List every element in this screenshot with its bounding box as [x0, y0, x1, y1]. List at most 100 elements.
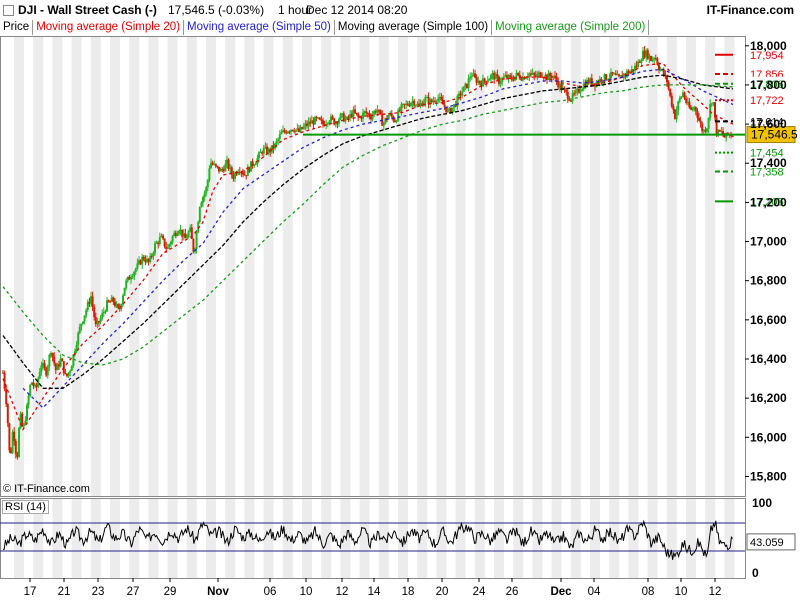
candle-body [342, 113, 345, 122]
session-band [206, 36, 216, 496]
candle-body [605, 74, 608, 80]
candle-body [362, 112, 364, 119]
candle-body [464, 83, 467, 87]
candle-body [315, 117, 318, 119]
candle-body [539, 72, 542, 77]
session-bands [0, 36, 746, 579]
candle-body [304, 123, 307, 127]
candle-body [101, 313, 104, 319]
y-tick-label: 17,800 [750, 78, 787, 92]
x-tick-label: 26 [506, 586, 519, 598]
candle-body [704, 129, 707, 132]
candle-body [347, 116, 350, 119]
candle-body [21, 413, 24, 427]
session-band [302, 36, 312, 496]
session-band [513, 36, 524, 496]
candle-body [488, 79, 491, 81]
candle-body [208, 168, 211, 181]
candle-body [174, 232, 177, 236]
candle-body [157, 242, 160, 245]
candle-body [674, 109, 676, 120]
candle-body [160, 235, 163, 238]
x-tick-label: 21 [58, 586, 71, 598]
candle-body [512, 79, 515, 81]
candle-body [355, 112, 358, 114]
ma100-line [2, 74, 734, 389]
candle-body [149, 255, 152, 263]
candle-body [75, 344, 78, 352]
candle-body [662, 69, 665, 76]
candle-body [291, 129, 294, 131]
candle-body [69, 370, 72, 373]
legend-ma50[interactable]: Moving average (Simple 50) [184, 20, 335, 35]
candle-body [99, 318, 102, 323]
candle-body [683, 92, 686, 99]
candle-body [536, 73, 539, 77]
candle-body [427, 96, 430, 105]
candle-body [640, 60, 643, 63]
rsi-session-band [186, 498, 197, 578]
candle-body [350, 113, 353, 118]
candle-body [462, 86, 465, 92]
rsi-session-band [513, 498, 524, 578]
level-bg [747, 194, 787, 209]
candle-body [102, 311, 105, 314]
candle-body [504, 75, 507, 77]
candle-body [453, 104, 456, 108]
candle-body [18, 428, 20, 457]
rsi-session-band [436, 498, 447, 578]
candle-body [142, 256, 145, 260]
indicator-legend: Price Moving average (Simple 20) Moving av… [0, 20, 650, 36]
candle-body [472, 73, 475, 77]
candle-body [549, 73, 552, 77]
legend-ma20[interactable]: Moving average (Simple 20) [33, 20, 185, 35]
candle-body [352, 109, 355, 118]
candle-body [58, 364, 60, 367]
candle-body [443, 104, 446, 107]
candle-body [486, 80, 489, 83]
candle-body [435, 100, 438, 102]
candle-body [598, 78, 601, 83]
candle-body [365, 111, 368, 114]
candle-body [390, 113, 393, 117]
candle-body [339, 113, 342, 120]
candle-body [664, 75, 667, 77]
rsi-session-band [71, 498, 82, 578]
candle-body [306, 123, 308, 126]
session-band [417, 36, 428, 496]
candle-body [354, 109, 356, 113]
candle-body [560, 83, 563, 91]
candle-body [294, 129, 297, 132]
session-band [340, 36, 351, 496]
candle-body [718, 129, 721, 132]
candle-body [10, 450, 12, 454]
candle-body [650, 55, 652, 61]
chart-header: DJI - Wall Street Cash (-) 17,546.5 (-0.… [0, 0, 800, 20]
rsi-session-band [666, 498, 677, 578]
candle-body [53, 356, 56, 364]
datetime: Dec 12 2014 08:20 [306, 3, 408, 17]
legend-ma100[interactable]: Moving average (Simple 100) [334, 20, 493, 35]
legend-ma200[interactable]: Moving average (Simple 200) [492, 20, 650, 35]
candle-body [78, 326, 81, 333]
x-tick-label: 27 [127, 586, 140, 598]
candle-body [517, 72, 520, 75]
candle-body [475, 77, 478, 83]
legend-price[interactable]: Price [0, 20, 34, 35]
session-band [282, 36, 293, 496]
candle-body [210, 162, 212, 169]
candle-body [538, 72, 540, 74]
candle-body [611, 71, 614, 74]
level-label: 17,614 [750, 116, 784, 128]
candle-body [318, 117, 321, 120]
candle-body [386, 118, 388, 120]
current-price-label: 17,546.5 [751, 128, 798, 142]
rsi-session-band [359, 498, 370, 578]
x-tick-label: 18 [402, 586, 415, 598]
session-band [705, 36, 716, 496]
candle-body [682, 92, 684, 97]
session-band [455, 36, 466, 496]
rsi-session-band [628, 498, 639, 578]
session-band [52, 36, 63, 496]
candle-body [566, 92, 569, 100]
